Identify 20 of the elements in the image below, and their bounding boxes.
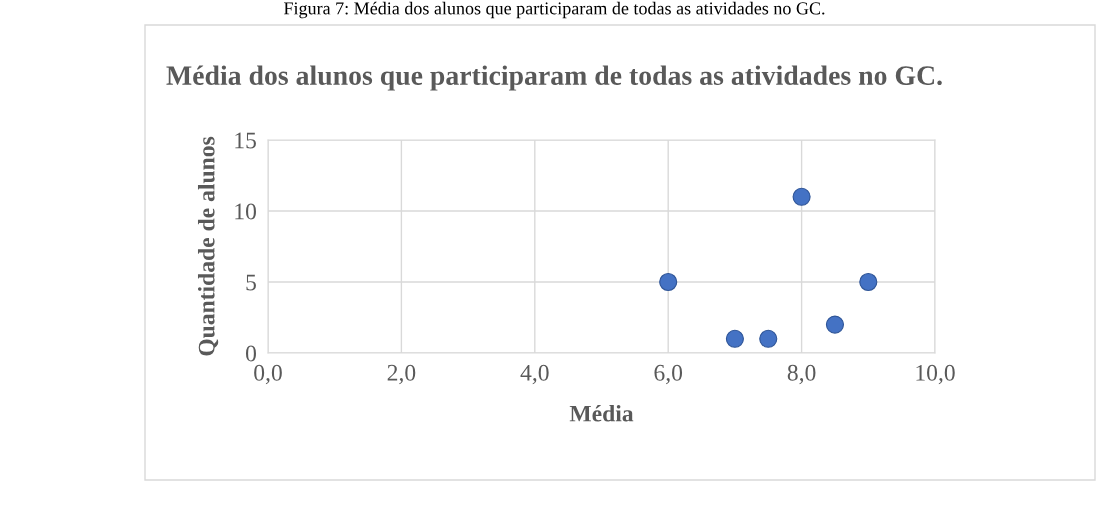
x-tick-label: 0,0 [254, 364, 282, 385]
x-tick-label: 4,0 [520, 364, 549, 385]
x-tick-label: 10,0 [916, 364, 955, 385]
point [725, 329, 744, 348]
chart-title: Média dos alunos que participaram de todas as atividades no GC. [166, 65, 942, 91]
y-tick-label: 10 [235, 203, 256, 220]
y-axis-title: Quantidade de alunos [197, 136, 219, 356]
y-tick-label: 15 [235, 132, 256, 149]
x-tick-label: 6,0 [654, 364, 683, 385]
point [792, 187, 811, 206]
point [759, 329, 778, 348]
y-tick-label: 5 [246, 274, 256, 291]
x-axis-title: Média [569, 404, 634, 422]
point [859, 272, 878, 292]
x-tick-label: 8,0 [787, 364, 816, 385]
point [825, 315, 845, 334]
x-tick-label: 2,0 [387, 364, 416, 385]
text: Figura 7: Média dos alunos que participaram de todas as atividades no GC. [283, 1, 825, 19]
point [659, 272, 678, 292]
y-tick-label: 0 [245, 345, 256, 362]
